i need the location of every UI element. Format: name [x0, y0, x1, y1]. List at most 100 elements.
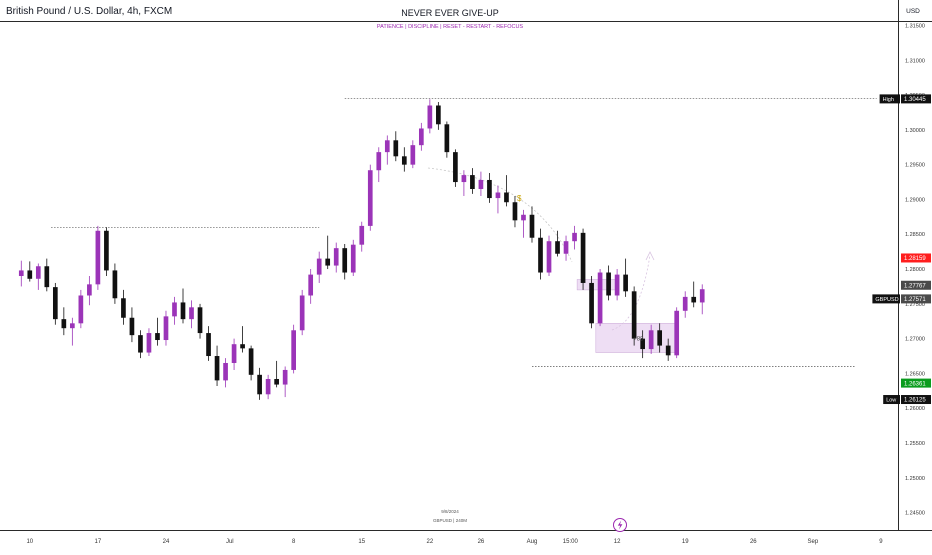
- candle[interactable]: [597, 269, 603, 327]
- candle[interactable]: [78, 289, 84, 329]
- candle[interactable]: [640, 330, 645, 359]
- price-tag-4[interactable]: 1.26361: [901, 378, 931, 388]
- candle-body: [291, 330, 296, 370]
- candle[interactable]: [418, 122, 424, 151]
- candle[interactable]: [495, 185, 501, 214]
- candle[interactable]: [299, 289, 305, 336]
- symbol-title[interactable]: British Pound / U.S. Dollar, 4h, FXCM: [6, 6, 172, 17]
- candle[interactable]: [504, 175, 509, 207]
- candle[interactable]: [214, 345, 220, 386]
- candle[interactable]: [691, 281, 697, 308]
- arc-decoration: [427, 167, 573, 263]
- candle[interactable]: [18, 260, 24, 287]
- candle[interactable]: [521, 209, 526, 238]
- candle[interactable]: [478, 171, 484, 196]
- candle[interactable]: [265, 374, 271, 400]
- time-axis[interactable]: 10 17 24 Jul 8 15 22 26 Aug 15:00 12 19 26 Sep 9: [26, 539, 883, 545]
- candle[interactable]: [291, 324, 296, 374]
- candle[interactable]: [682, 291, 688, 318]
- candle[interactable]: [163, 310, 169, 346]
- candle[interactable]: [129, 307, 135, 343]
- candle[interactable]: [427, 99, 433, 134]
- candle[interactable]: [172, 296, 177, 325]
- candle[interactable]: [359, 221, 365, 252]
- candle[interactable]: [529, 206, 535, 243]
- candle[interactable]: [699, 284, 705, 315]
- candle[interactable]: [274, 360, 279, 388]
- candle[interactable]: [146, 328, 152, 357]
- candle[interactable]: [35, 263, 41, 290]
- candle[interactable]: [197, 303, 203, 339]
- candle[interactable]: [453, 149, 458, 187]
- price-tag-low[interactable]: 1.26125 Low: [883, 395, 931, 405]
- candle[interactable]: [155, 317, 160, 346]
- candle[interactable]: [44, 258, 50, 292]
- candle[interactable]: [589, 276, 594, 329]
- candle[interactable]: [665, 338, 671, 361]
- candle[interactable]: [95, 225, 101, 290]
- candle[interactable]: [657, 323, 663, 353]
- candle[interactable]: [410, 140, 416, 169]
- candle[interactable]: [112, 263, 118, 304]
- candle[interactable]: [138, 330, 143, 359]
- currency-label[interactable]: USD: [906, 8, 920, 15]
- candle[interactable]: [189, 300, 194, 329]
- candle[interactable]: [308, 269, 314, 304]
- candle[interactable]: [384, 135, 390, 165]
- candle[interactable]: [248, 345, 254, 381]
- candle[interactable]: [206, 326, 211, 361]
- candle[interactable]: [444, 121, 450, 158]
- candle[interactable]: [470, 168, 475, 194]
- candle[interactable]: [52, 282, 58, 325]
- candle[interactable]: [333, 242, 339, 273]
- candle[interactable]: [257, 367, 262, 400]
- candle[interactable]: [606, 265, 611, 301]
- candle[interactable]: [580, 228, 586, 290]
- candle[interactable]: [70, 317, 75, 346]
- candles-layer[interactable]: [18, 99, 705, 400]
- candle-body: [240, 344, 245, 349]
- candle[interactable]: [631, 286, 637, 346]
- candle[interactable]: [512, 195, 518, 228]
- candle[interactable]: [555, 230, 560, 257]
- candle[interactable]: [27, 261, 33, 282]
- candle[interactable]: [87, 276, 92, 306]
- candle[interactable]: [367, 164, 373, 231]
- candle[interactable]: [623, 258, 628, 297]
- price-tag-1[interactable]: 1.28159: [901, 253, 931, 263]
- candle[interactable]: [282, 366, 288, 398]
- candle-body: [265, 378, 271, 395]
- candle[interactable]: [546, 235, 552, 276]
- candle[interactable]: [61, 307, 67, 336]
- candle[interactable]: [487, 173, 492, 203]
- candle[interactable]: [121, 289, 126, 325]
- candle[interactable]: [325, 235, 331, 270]
- candle[interactable]: [240, 326, 245, 353]
- candle[interactable]: [436, 102, 441, 130]
- candle[interactable]: [316, 251, 322, 283]
- candle-body: [197, 307, 203, 334]
- candle[interactable]: [674, 307, 680, 359]
- candle[interactable]: [223, 358, 228, 388]
- candle[interactable]: [563, 235, 569, 261]
- price-tag-2[interactable]: 1.27767: [901, 280, 931, 290]
- candle[interactable]: [376, 147, 382, 183]
- candle[interactable]: [401, 147, 407, 172]
- candle[interactable]: [461, 170, 467, 196]
- lightning-button[interactable]: [613, 518, 627, 532]
- candle[interactable]: [614, 269, 620, 301]
- candle[interactable]: [648, 324, 654, 354]
- candle[interactable]: [180, 288, 186, 324]
- candle[interactable]: [350, 239, 356, 276]
- price-tag-gbpusd[interactable]: 1.27571 GBPUSD: [872, 294, 931, 304]
- candle[interactable]: [538, 228, 543, 280]
- price-tag-box: [901, 280, 931, 290]
- candle[interactable]: [342, 243, 348, 280]
- candle[interactable]: [231, 338, 237, 370]
- candle[interactable]: [393, 131, 399, 162]
- candle[interactable]: [104, 227, 109, 276]
- candle[interactable]: [572, 225, 577, 250]
- price-tag-high[interactable]: 1.30445 High: [879, 94, 931, 104]
